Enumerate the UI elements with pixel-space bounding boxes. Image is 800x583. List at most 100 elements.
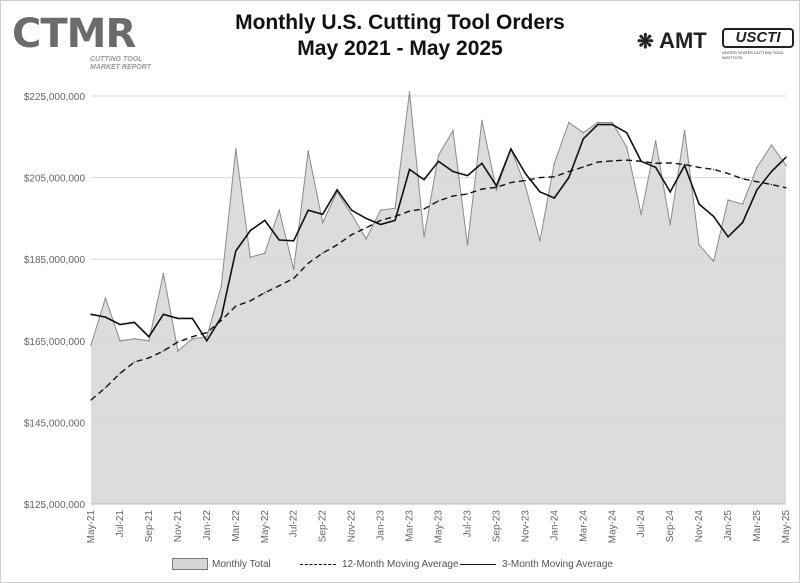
uscti-logo-tagline: UNITED STATES CUTTING TOOL INSTITUTE (722, 50, 784, 60)
monthly-total-point (177, 350, 179, 352)
monthly-total-point (539, 240, 541, 242)
x-tick-label: Sep-21 (144, 510, 155, 543)
ma12-point (568, 170, 570, 173)
ma12-point (235, 305, 237, 307)
x-tick-label: May-22 (260, 510, 271, 544)
x-tick-label: Sep-22 (318, 510, 329, 543)
monthly-total-point (104, 297, 107, 299)
ma3-point (539, 191, 541, 193)
monthly-total-point (133, 338, 136, 340)
ma3-point (293, 240, 295, 242)
ma12-point (727, 172, 729, 175)
monthly-total-point (365, 238, 367, 240)
monthly-total-point (481, 119, 483, 122)
monthly-total-point (90, 344, 92, 346)
ma3-point (90, 313, 92, 315)
x-tick-label: Jul-24 (636, 510, 647, 538)
ma12-point (177, 341, 179, 343)
ma3-point (162, 313, 165, 315)
monthly-total-point (770, 144, 773, 146)
x-tick-label: Sep-24 (665, 510, 676, 543)
ma3-point (104, 316, 107, 318)
ma3-point (568, 176, 570, 179)
x-tick-label: Jan-23 (376, 510, 387, 541)
ma3-point (698, 203, 700, 205)
ma3-point (655, 166, 657, 169)
monthly-total-point (321, 221, 324, 224)
monthly-total-point (191, 338, 194, 340)
monthly-total-point (264, 252, 266, 254)
amt-mark-icon: ❋ (637, 31, 654, 53)
ma3-point (148, 336, 150, 338)
x-tick-label: Jul-22 (289, 510, 300, 538)
ma3-point (669, 191, 671, 193)
ma3-point (350, 209, 353, 211)
ma12-point (611, 160, 613, 162)
ma12-point (510, 181, 512, 184)
x-tick-label: Nov-21 (173, 510, 184, 543)
monthly-total-point (741, 203, 744, 205)
ma3-point (712, 215, 715, 218)
monthly-total-point (452, 129, 454, 132)
ma3-point (466, 174, 469, 177)
x-tick-label: Nov-22 (347, 510, 358, 543)
ma12-point (162, 350, 164, 352)
ma3-point (452, 170, 454, 173)
ma3-point (770, 170, 773, 173)
ma3-point (379, 223, 382, 226)
ctmr-logo-text: CTMR (12, 11, 136, 57)
monthly-total-point (654, 140, 657, 142)
ma3-point (191, 317, 194, 320)
monthly-total-point (249, 256, 252, 259)
monthly-total-point (582, 131, 585, 134)
monthly-total-point (408, 91, 411, 93)
x-tick-label: Jan-24 (549, 510, 560, 541)
monthly-total-point (785, 164, 787, 167)
ma3-point (510, 148, 512, 150)
monthly-total-area (91, 91, 786, 505)
x-tick-label: Nov-23 (520, 510, 531, 543)
ma3-point (785, 156, 787, 158)
ma3-point (408, 168, 411, 171)
legend-dashed-swatch (300, 563, 336, 565)
monthly-total-point (568, 121, 570, 124)
ma12-point (408, 210, 411, 212)
uscti-logo: USCTI UNITED STATES CUTTING TOOL INSTITU… (722, 28, 794, 60)
ma3-point (206, 340, 208, 342)
x-tick-label: Jan-22 (202, 510, 213, 541)
y-tick-label: $125,000,000 (24, 500, 86, 511)
monthly-total-point (524, 185, 527, 187)
x-tick-label: May-25 (781, 510, 792, 544)
ma12-point (452, 195, 454, 197)
ma12-series (90, 159, 787, 401)
ma12-point (582, 166, 584, 168)
ma3-point (683, 164, 686, 167)
monthly-total-point (350, 213, 353, 216)
ma12-point (191, 336, 193, 338)
ma12-point (278, 285, 280, 287)
ma12-point (133, 361, 135, 363)
ma3-point (423, 178, 425, 181)
ma12-point (249, 300, 251, 302)
ma12-point (148, 357, 150, 359)
ma12-point (669, 162, 671, 164)
monthly-total-point (727, 199, 729, 201)
legend-area-swatch (172, 558, 208, 570)
monthly-total-point (394, 207, 396, 209)
ma12-point (466, 193, 469, 195)
ma3-point (640, 160, 642, 162)
x-tick-label: May-24 (607, 510, 618, 544)
ma3-point (741, 221, 744, 224)
amt-logo-text: AMT (659, 28, 707, 53)
y-tick-label: $165,000,000 (24, 337, 86, 348)
ma3-point (626, 132, 628, 134)
x-tick-label: Nov-24 (694, 510, 705, 543)
monthly-total-point (148, 340, 150, 342)
monthly-total-point (698, 244, 700, 246)
ma12-point (597, 161, 599, 163)
ma3-point (582, 138, 584, 140)
amt-logo: ❋ AMT (637, 28, 707, 54)
ma12-point (206, 332, 208, 334)
monthly-total-point (235, 148, 237, 150)
